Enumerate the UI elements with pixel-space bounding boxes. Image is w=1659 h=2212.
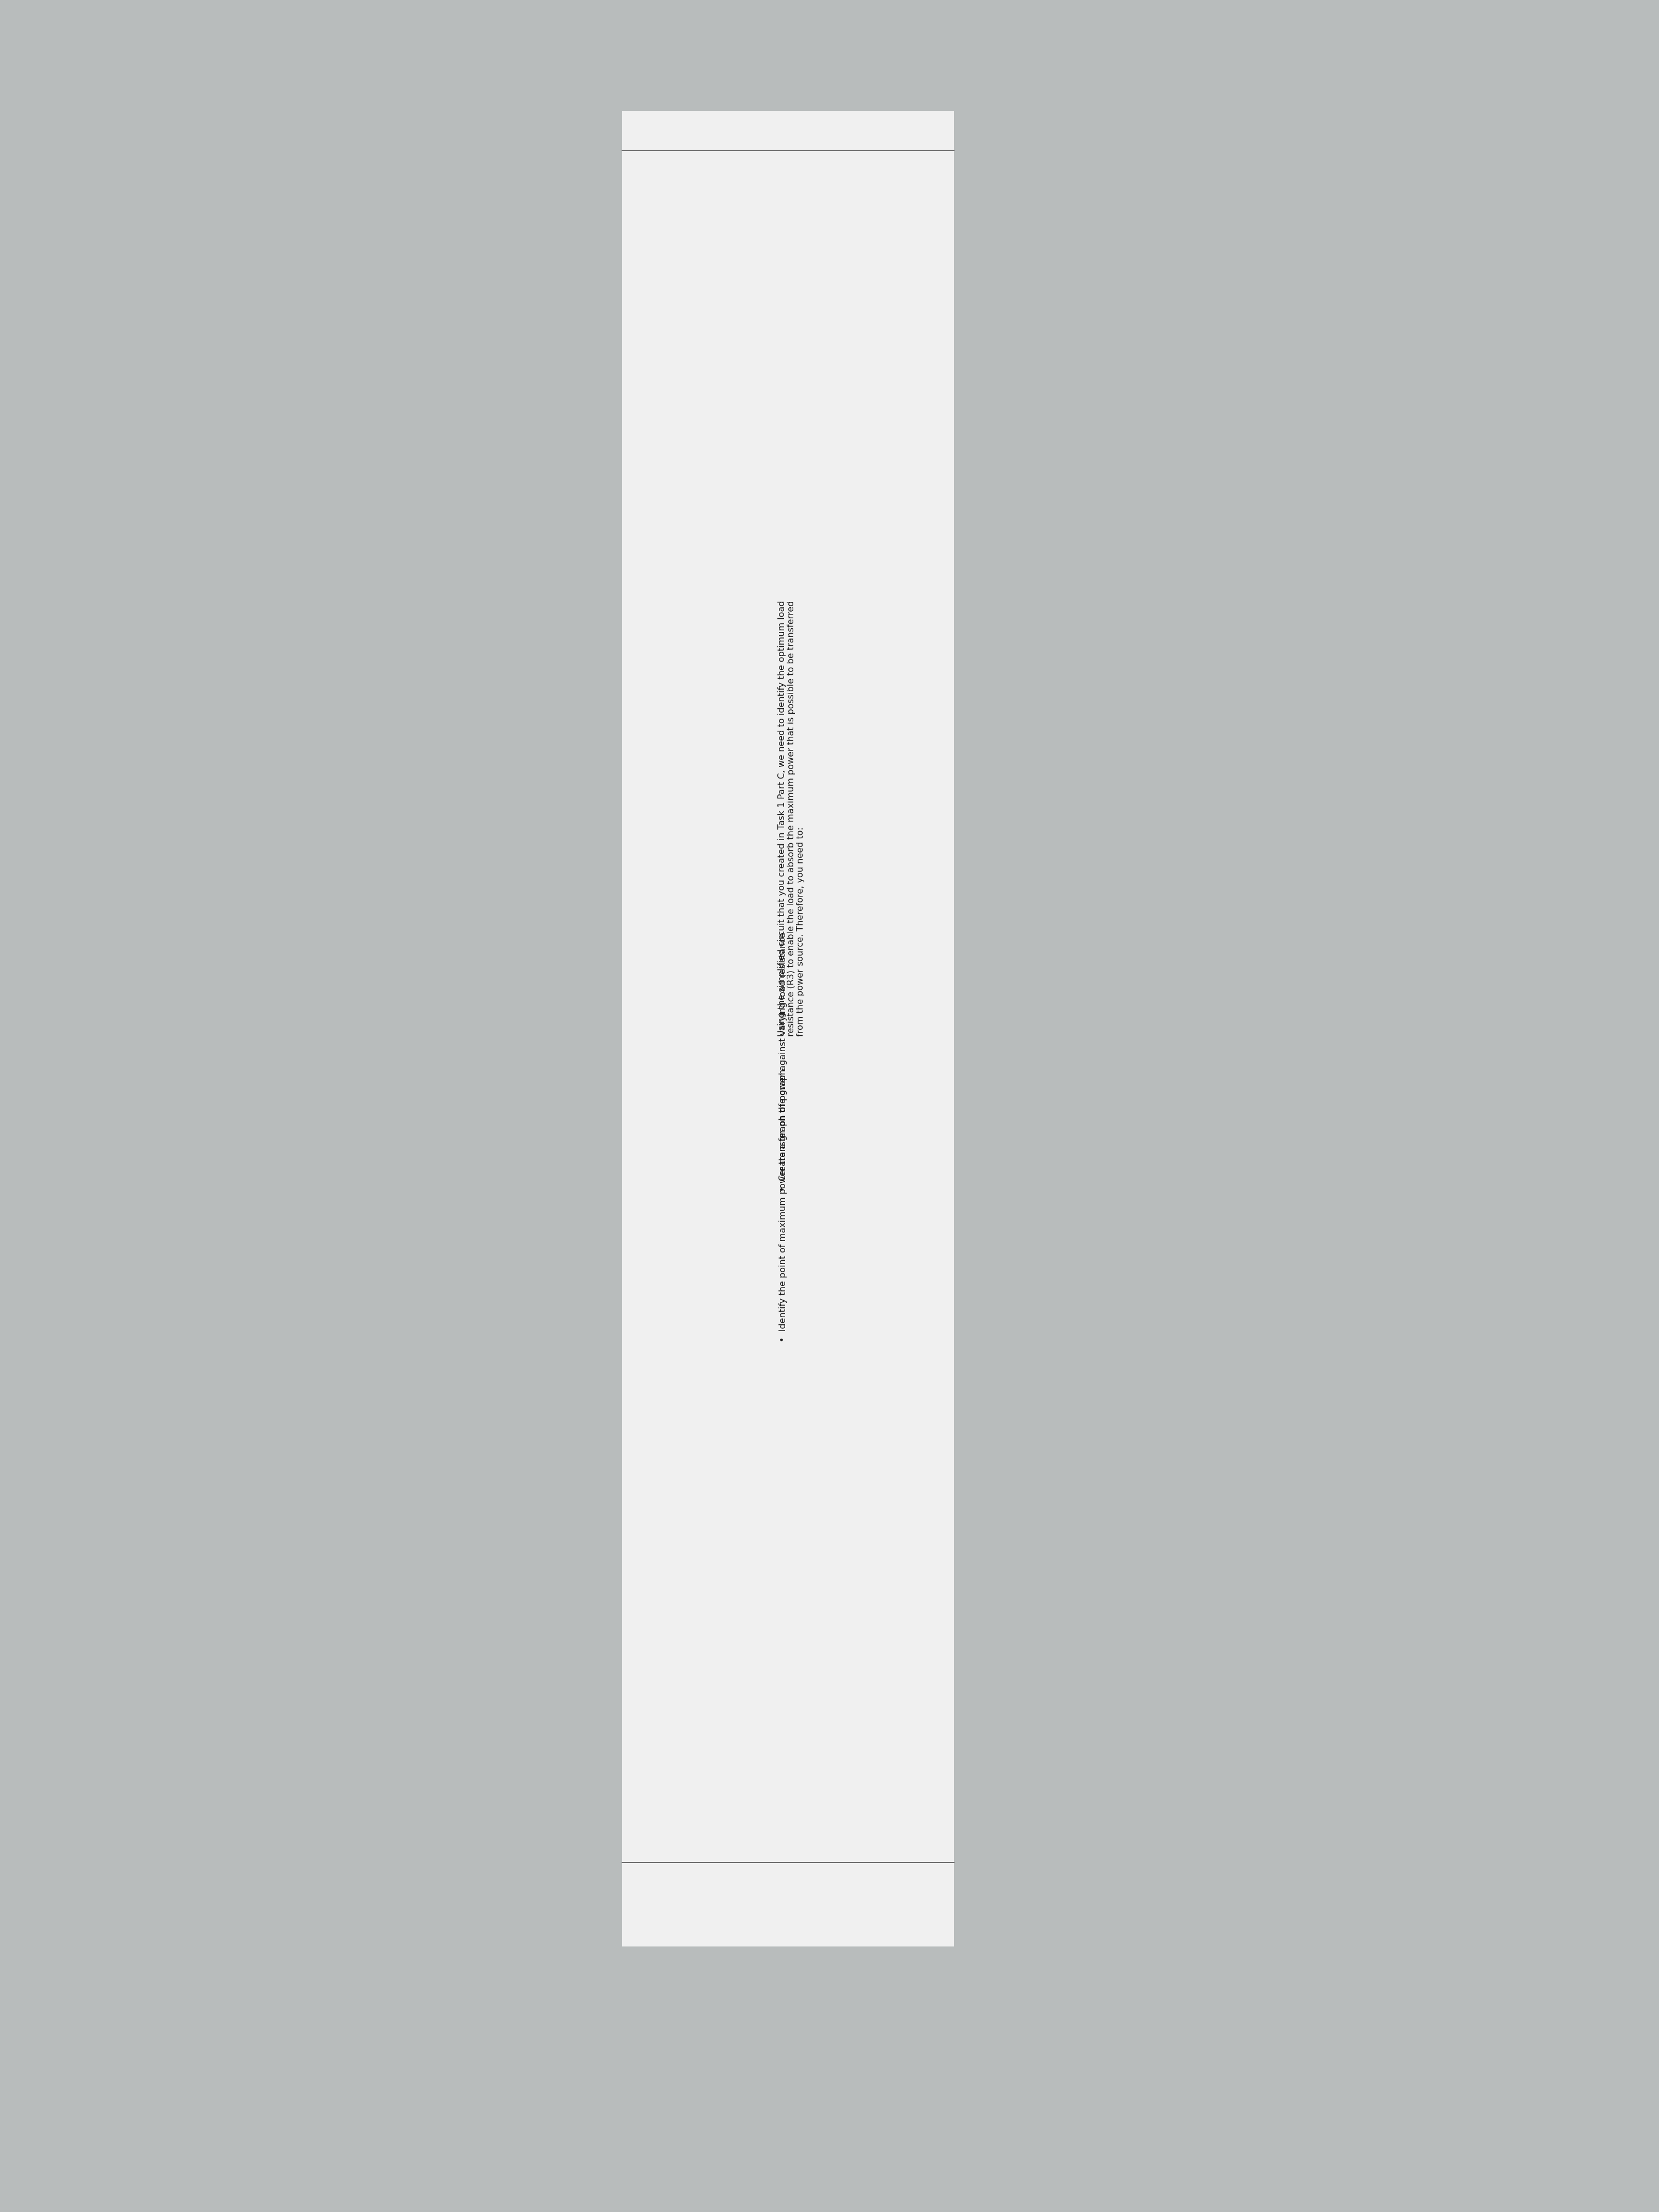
Text: •  Identify the point of maximum power transfer on the graph: • Identify the point of maximum power tr… (780, 1068, 786, 1343)
Text: •  Create a graph of power against varying load resistance: • Create a graph of power against varyin… (780, 931, 786, 1192)
Text: Using the simplified circuit that you created in Task 1 Part C, we need to ident: Using the simplified circuit that you cr… (778, 599, 805, 1037)
Bar (622, 111, 954, 1947)
